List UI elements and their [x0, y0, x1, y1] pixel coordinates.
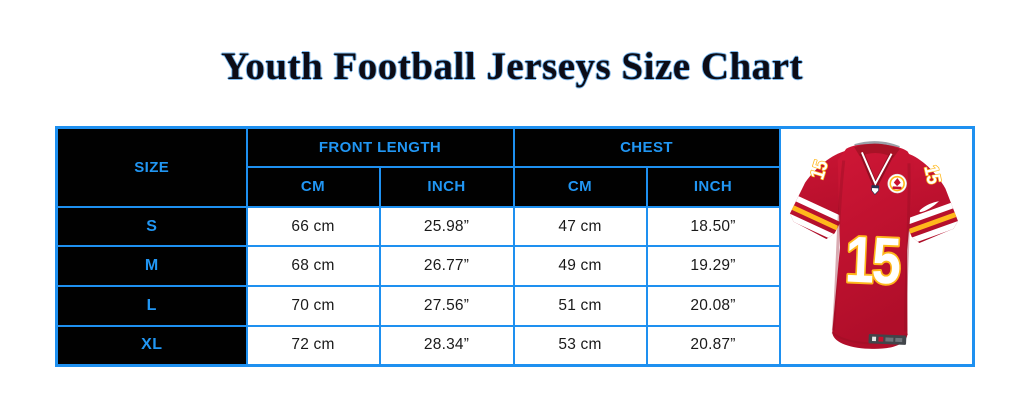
size-label: S [55, 205, 248, 248]
col-subheader-chest-cm: CM [512, 166, 648, 208]
front-length-inch-value: 25.98” [378, 205, 515, 248]
jersey-torso [832, 144, 916, 349]
jersey-collar [854, 143, 900, 158]
header-row-groups: SIZE FRONT LENGTH CHEST [55, 126, 975, 367]
front-length-cm-value: 66 cm [245, 205, 381, 248]
chest-inch-value: 18.50” [645, 205, 781, 248]
size-label: XL [55, 324, 248, 367]
table-row-size-xl: XL 72 cm 28.34” 53 cm 20.87” [55, 324, 974, 367]
chest-cm-value: 49 cm [512, 245, 648, 288]
header-row-units: CM INCH CM INCH [57, 166, 974, 208]
front-length-cm-value: 72 cm [245, 324, 381, 367]
chest-inch-value: 20.87” [645, 324, 781, 367]
front-length-cm-value: 70 cm [245, 285, 381, 327]
chiefs-patch-icon [887, 173, 908, 194]
col-header-front-length: FRONT LENGTH [245, 126, 515, 169]
page-title: Youth Football Jerseys Size Chart [221, 45, 803, 88]
front-length-inch-value: 26.77” [378, 245, 515, 288]
jock-tag [868, 333, 907, 345]
nike-swoosh-icon [919, 201, 940, 213]
col-subheader-chest-inch: INCH [645, 166, 781, 208]
front-length-inch-value: 28.34” [378, 324, 515, 367]
size-chart-table: SIZE FRONT LENGTH CHEST [55, 126, 975, 367]
size-label: L [55, 285, 248, 327]
jersey-number-chest: 15 [842, 220, 904, 300]
col-header-chest: CHEST [512, 126, 781, 169]
svg-text:15: 15 [920, 163, 946, 186]
jersey-image: 15 15 15 [789, 141, 962, 349]
jersey-number-right-shoulder: 15 [920, 162, 948, 187]
chest-cm-value: 51 cm [512, 285, 648, 327]
svg-text:15: 15 [844, 222, 902, 298]
nfl-shield-icon [871, 185, 880, 196]
chest-inch-value: 20.08” [645, 285, 781, 327]
table-row-size-l: L 70 cm 27.56” 51 cm 20.08” [55, 285, 974, 327]
chest-cm-value: 53 cm [512, 324, 648, 367]
col-header-size: SIZE [55, 126, 248, 208]
front-length-inch-value: 27.56” [378, 285, 515, 327]
front-length-cm-value: 68 cm [245, 245, 381, 288]
col-subheader-front-inch: INCH [378, 166, 515, 208]
jersey-product-image: 15 15 15 [778, 126, 975, 367]
size-label: M [55, 245, 248, 288]
table-row-size-m: M 68 cm 26.77” 49 cm 19.29” [55, 245, 974, 288]
table-row-size-s: S 66 cm 25.98” 47 cm 18.50” [55, 205, 974, 248]
chest-inch-value: 19.29” [645, 245, 781, 288]
col-subheader-front-cm: CM [245, 166, 381, 208]
chest-cm-value: 47 cm [512, 205, 648, 248]
